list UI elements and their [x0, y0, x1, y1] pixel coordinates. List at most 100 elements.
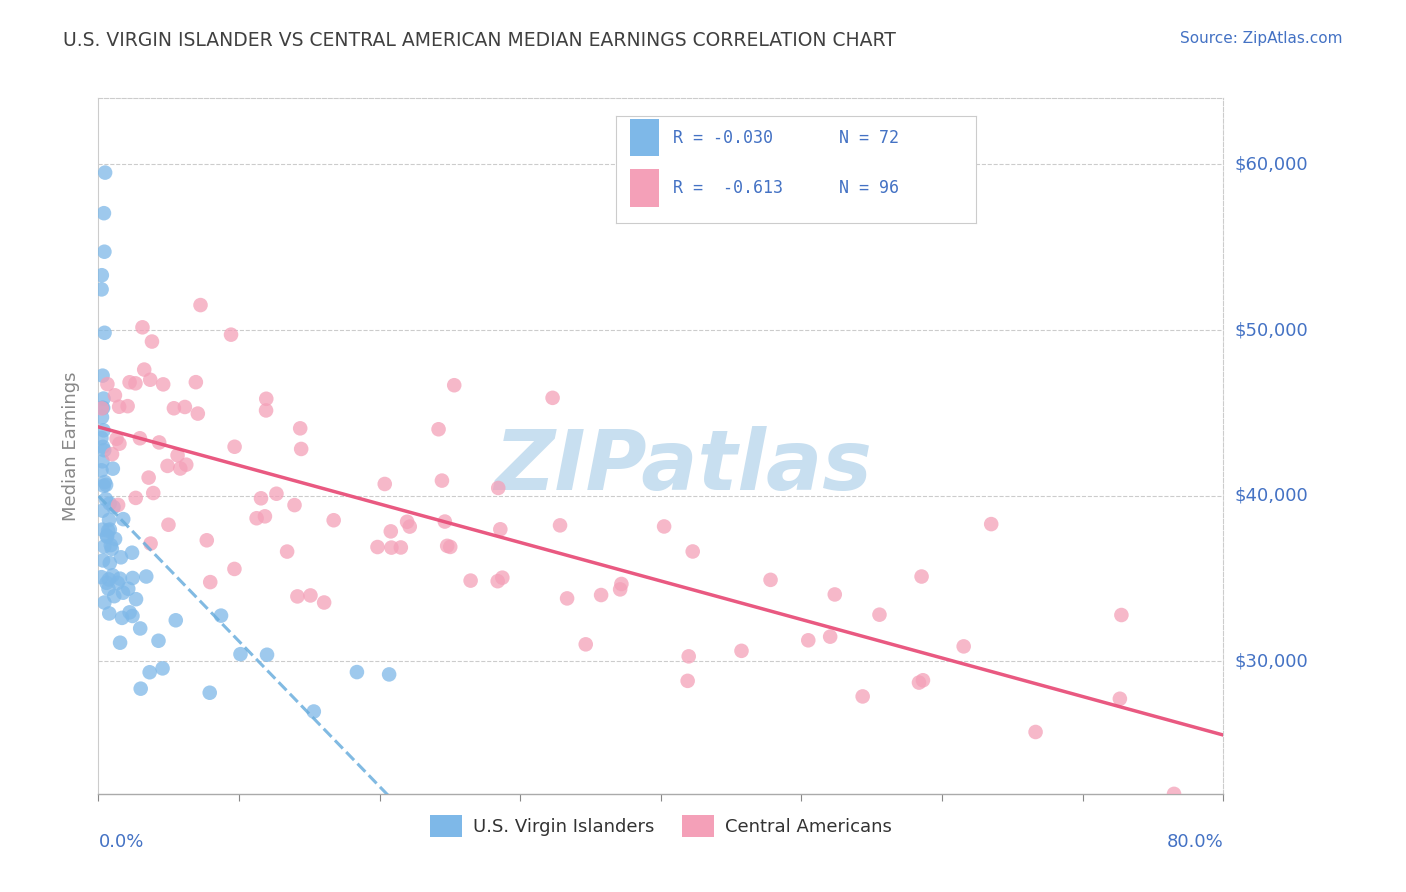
- Point: [299, 589, 322, 603]
- Point: [108, 436, 131, 450]
- Point: [910, 569, 932, 583]
- Point: [111, 611, 134, 625]
- Point: [911, 673, 934, 688]
- Point: [108, 400, 131, 414]
- Point: [98, 496, 121, 510]
- Point: [436, 539, 458, 553]
- Point: [1163, 787, 1185, 801]
- Point: [103, 589, 125, 603]
- Point: [439, 540, 461, 554]
- Point: [93, 423, 115, 437]
- Point: [129, 622, 152, 636]
- Point: [198, 686, 221, 700]
- Text: $60,000: $60,000: [1234, 155, 1308, 173]
- Point: [486, 574, 509, 589]
- Point: [108, 636, 131, 650]
- Point: [93, 540, 115, 554]
- Point: [91, 454, 114, 468]
- Point: [460, 574, 482, 588]
- Point: [302, 705, 325, 719]
- Point: [256, 648, 278, 662]
- Point: [1025, 725, 1047, 739]
- Point: [90, 463, 112, 477]
- Text: Source: ZipAtlas.com: Source: ZipAtlas.com: [1180, 31, 1343, 46]
- Point: [869, 607, 891, 622]
- Point: [105, 432, 128, 446]
- Point: [427, 422, 450, 436]
- Point: [380, 541, 402, 555]
- Point: [433, 515, 456, 529]
- Point: [224, 440, 246, 454]
- Point: [374, 477, 396, 491]
- Point: [818, 630, 841, 644]
- Point: [90, 431, 112, 445]
- Point: [141, 334, 163, 349]
- Text: $30,000: $30,000: [1234, 652, 1308, 671]
- Point: [101, 461, 124, 475]
- Point: [152, 377, 174, 392]
- Point: [346, 665, 368, 679]
- Point: [117, 399, 139, 413]
- Point: [166, 448, 188, 462]
- Point: [266, 487, 288, 501]
- Point: [797, 633, 820, 648]
- Point: [110, 550, 132, 565]
- Point: [139, 373, 162, 387]
- Point: [94, 165, 117, 179]
- Point: [135, 569, 157, 583]
- Point: [184, 375, 207, 389]
- Text: 80.0%: 80.0%: [1167, 833, 1223, 851]
- Point: [90, 570, 112, 584]
- Point: [678, 649, 700, 664]
- Point: [254, 403, 277, 417]
- Point: [287, 590, 309, 604]
- Point: [91, 440, 114, 454]
- Point: [190, 298, 212, 312]
- Point: [908, 675, 931, 690]
- Point: [98, 513, 121, 527]
- Point: [117, 582, 139, 596]
- Point: [195, 533, 218, 548]
- Point: [104, 532, 127, 546]
- Point: [101, 447, 124, 461]
- Point: [290, 421, 312, 435]
- Point: [314, 595, 336, 609]
- Point: [93, 443, 115, 458]
- Point: [555, 591, 578, 606]
- Point: [93, 595, 115, 609]
- Point: [389, 541, 412, 555]
- Point: [97, 524, 120, 538]
- Point: [200, 575, 222, 590]
- Point: [254, 392, 277, 406]
- Point: [96, 530, 118, 544]
- Point: [118, 376, 141, 390]
- Point: [575, 637, 598, 651]
- Point: [491, 571, 513, 585]
- Point: [174, 458, 197, 472]
- Point: [90, 401, 112, 416]
- Point: [125, 592, 148, 607]
- Text: $50,000: $50,000: [1234, 321, 1308, 339]
- Point: [91, 401, 114, 415]
- Point: [322, 513, 344, 527]
- Point: [101, 541, 124, 556]
- Point: [138, 665, 160, 680]
- Legend: U.S. Virgin Islanders, Central Americans: U.S. Virgin Islanders, Central Americans: [423, 807, 898, 844]
- Point: [138, 470, 160, 484]
- Point: [139, 536, 162, 550]
- Point: [246, 511, 269, 525]
- Point: [229, 647, 252, 661]
- Point: [96, 377, 118, 392]
- Point: [112, 512, 135, 526]
- Point: [486, 481, 509, 495]
- Point: [152, 661, 174, 675]
- Point: [98, 607, 121, 621]
- Point: [209, 608, 232, 623]
- Point: [852, 690, 875, 704]
- Point: [94, 492, 117, 507]
- Point: [980, 517, 1002, 532]
- Point: [682, 544, 704, 558]
- Point: [93, 206, 115, 220]
- Text: $40,000: $40,000: [1234, 487, 1308, 505]
- Point: [169, 461, 191, 475]
